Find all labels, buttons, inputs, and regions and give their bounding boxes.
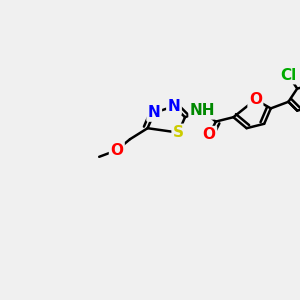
- Text: N: N: [148, 105, 161, 120]
- Text: S: S: [173, 125, 184, 140]
- Text: N: N: [168, 99, 180, 114]
- Text: O: O: [249, 92, 262, 107]
- Text: O: O: [110, 143, 123, 158]
- Text: O: O: [203, 127, 216, 142]
- Text: NH: NH: [190, 103, 215, 118]
- Text: Cl: Cl: [280, 68, 296, 83]
